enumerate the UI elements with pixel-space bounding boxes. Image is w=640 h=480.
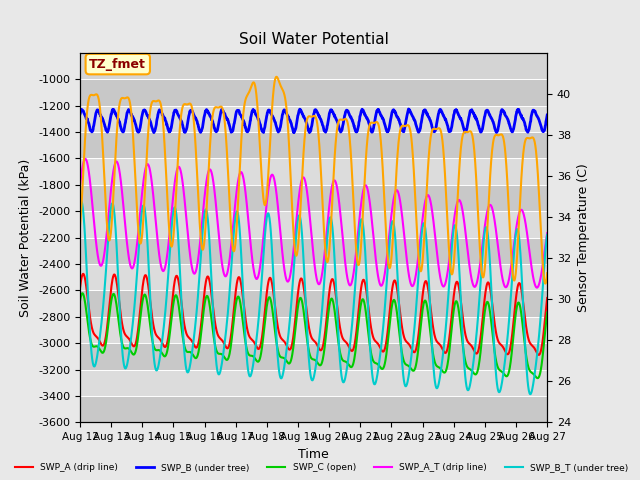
Bar [80,317,547,343]
Text: TZ_fmet: TZ_fmet [90,58,146,71]
Bar [80,238,547,264]
Bar [80,370,547,396]
Bar [80,264,547,290]
Bar [80,185,547,211]
Y-axis label: Soil Water Potential (kPa): Soil Water Potential (kPa) [19,158,33,317]
Bar [80,396,547,422]
Bar [80,343,547,370]
Bar [80,132,547,158]
Bar [80,158,547,185]
Title: Soil Water Potential: Soil Water Potential [239,33,388,48]
Y-axis label: Sensor Temperature (C): Sensor Temperature (C) [577,163,589,312]
Bar [80,106,547,132]
Bar [80,211,547,238]
Bar [80,79,547,106]
Legend: SWP_A (drip line), SWP_B (under tree), SWP_C (open), SWP_A_T (drip line), SWP_B_: SWP_A (drip line), SWP_B (under tree), S… [11,459,640,476]
Bar [80,290,547,317]
X-axis label: Time: Time [298,448,329,461]
